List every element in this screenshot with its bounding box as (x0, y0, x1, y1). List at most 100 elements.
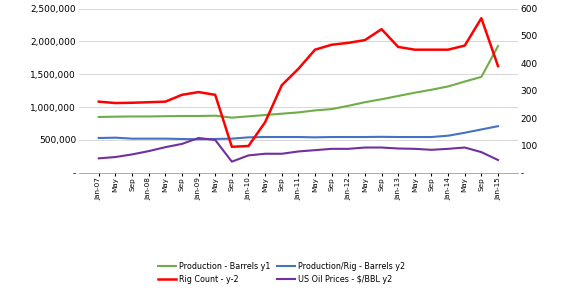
US Oil Prices - $/BBL y2 (378, 146, 385, 149)
Production/Rig - Barrels y2 (461, 131, 468, 134)
Rig Count - y-2 (295, 67, 302, 71)
Rig Count - y-2 (328, 43, 335, 46)
US Oil Prices - $/BBL y2 (178, 142, 185, 146)
Production/Rig - Barrels y2 (245, 136, 252, 139)
Production - Barrels y1 (195, 114, 202, 118)
Rig Count - y-2 (428, 48, 435, 51)
Rig Count - y-2 (262, 120, 269, 124)
Rig Count - y-2 (195, 90, 202, 94)
Production/Rig - Barrels y2 (95, 136, 102, 140)
US Oil Prices - $/BBL y2 (312, 148, 319, 152)
Rig Count - y-2 (445, 48, 452, 51)
Production/Rig - Barrels y2 (378, 135, 385, 139)
Line: US Oil Prices - $/BBL y2: US Oil Prices - $/BBL y2 (99, 138, 498, 162)
Production - Barrels y1 (395, 94, 401, 98)
Production - Barrels y1 (229, 116, 235, 119)
Production/Rig - Barrels y2 (445, 134, 452, 137)
US Oil Prices - $/BBL y2 (95, 157, 102, 160)
US Oil Prices - $/BBL y2 (361, 146, 368, 149)
Production - Barrels y1 (428, 88, 435, 92)
Production - Barrels y1 (212, 114, 218, 118)
US Oil Prices - $/BBL y2 (461, 146, 468, 149)
US Oil Prices - $/BBL y2 (412, 147, 418, 151)
Production/Rig - Barrels y2 (212, 137, 218, 141)
Production - Barrels y1 (129, 115, 136, 118)
US Oil Prices - $/BBL y2 (428, 148, 435, 151)
US Oil Prices - $/BBL y2 (195, 136, 202, 140)
Rig Count - y-2 (212, 93, 218, 96)
Production/Rig - Barrels y2 (162, 137, 169, 140)
US Oil Prices - $/BBL y2 (162, 145, 169, 149)
Rig Count - y-2 (112, 101, 119, 105)
Production - Barrels y1 (295, 111, 302, 114)
US Oil Prices - $/BBL y2 (245, 154, 252, 157)
Production - Barrels y1 (378, 98, 385, 101)
Rig Count - y-2 (278, 84, 285, 87)
Rig Count - y-2 (395, 45, 401, 49)
Production - Barrels y1 (145, 115, 152, 118)
Production/Rig - Barrels y2 (129, 137, 136, 140)
US Oil Prices - $/BBL y2 (345, 147, 352, 151)
Rig Count - y-2 (145, 101, 152, 104)
Rig Count - y-2 (129, 101, 136, 105)
Production/Rig - Barrels y2 (295, 135, 302, 139)
Line: Production/Rig - Barrels y2: Production/Rig - Barrels y2 (99, 126, 498, 139)
Production - Barrels y1 (478, 75, 485, 79)
Line: Rig Count - y-2: Rig Count - y-2 (99, 18, 498, 147)
Production/Rig - Barrels y2 (229, 137, 235, 140)
Production/Rig - Barrels y2 (328, 135, 335, 139)
Production - Barrels y1 (312, 109, 319, 112)
Rig Count - y-2 (345, 41, 352, 45)
US Oil Prices - $/BBL y2 (295, 150, 302, 153)
Production/Rig - Barrels y2 (495, 124, 502, 128)
US Oil Prices - $/BBL y2 (112, 155, 119, 159)
Production/Rig - Barrels y2 (262, 135, 269, 139)
Rig Count - y-2 (412, 48, 418, 51)
US Oil Prices - $/BBL y2 (445, 147, 452, 151)
Production/Rig - Barrels y2 (478, 128, 485, 131)
Rig Count - y-2 (478, 16, 485, 20)
Rig Count - y-2 (95, 100, 102, 103)
Production - Barrels y1 (461, 80, 468, 83)
Rig Count - y-2 (495, 64, 502, 68)
US Oil Prices - $/BBL y2 (129, 153, 136, 156)
Rig Count - y-2 (229, 145, 235, 149)
Rig Count - y-2 (178, 93, 185, 96)
Production/Rig - Barrels y2 (412, 135, 418, 139)
Production/Rig - Barrels y2 (428, 135, 435, 139)
Legend: Production - Barrels y1, Rig Count - y-2, Production/Rig - Barrels y2, US Oil Pr: Production - Barrels y1, Rig Count - y-2… (158, 262, 405, 284)
Rig Count - y-2 (245, 144, 252, 148)
Production - Barrels y1 (278, 112, 285, 115)
Production/Rig - Barrels y2 (145, 137, 152, 140)
US Oil Prices - $/BBL y2 (262, 152, 269, 156)
Production - Barrels y1 (162, 114, 169, 118)
Production - Barrels y1 (412, 91, 418, 94)
Production/Rig - Barrels y2 (312, 136, 319, 139)
Production - Barrels y1 (361, 101, 368, 104)
Production/Rig - Barrels y2 (195, 138, 202, 141)
Production - Barrels y1 (245, 115, 252, 118)
Production/Rig - Barrels y2 (112, 136, 119, 139)
Rig Count - y-2 (378, 27, 385, 31)
US Oil Prices - $/BBL y2 (212, 138, 218, 142)
Rig Count - y-2 (361, 38, 368, 42)
Production/Rig - Barrels y2 (361, 135, 368, 139)
Production - Barrels y1 (112, 115, 119, 118)
US Oil Prices - $/BBL y2 (278, 152, 285, 156)
Rig Count - y-2 (312, 48, 319, 51)
Production/Rig - Barrels y2 (395, 135, 401, 139)
Production/Rig - Barrels y2 (278, 135, 285, 139)
US Oil Prices - $/BBL y2 (395, 147, 401, 150)
Production - Barrels y1 (178, 114, 185, 118)
US Oil Prices - $/BBL y2 (495, 158, 502, 162)
Production - Barrels y1 (345, 104, 352, 107)
Rig Count - y-2 (162, 100, 169, 103)
US Oil Prices - $/BBL y2 (145, 149, 152, 153)
Production - Barrels y1 (445, 85, 452, 88)
Production - Barrels y1 (95, 115, 102, 119)
Line: Production - Barrels y1: Production - Barrels y1 (99, 46, 498, 118)
Production/Rig - Barrels y2 (178, 137, 185, 141)
US Oil Prices - $/BBL y2 (478, 150, 485, 154)
US Oil Prices - $/BBL y2 (229, 160, 235, 163)
Production/Rig - Barrels y2 (345, 135, 352, 139)
